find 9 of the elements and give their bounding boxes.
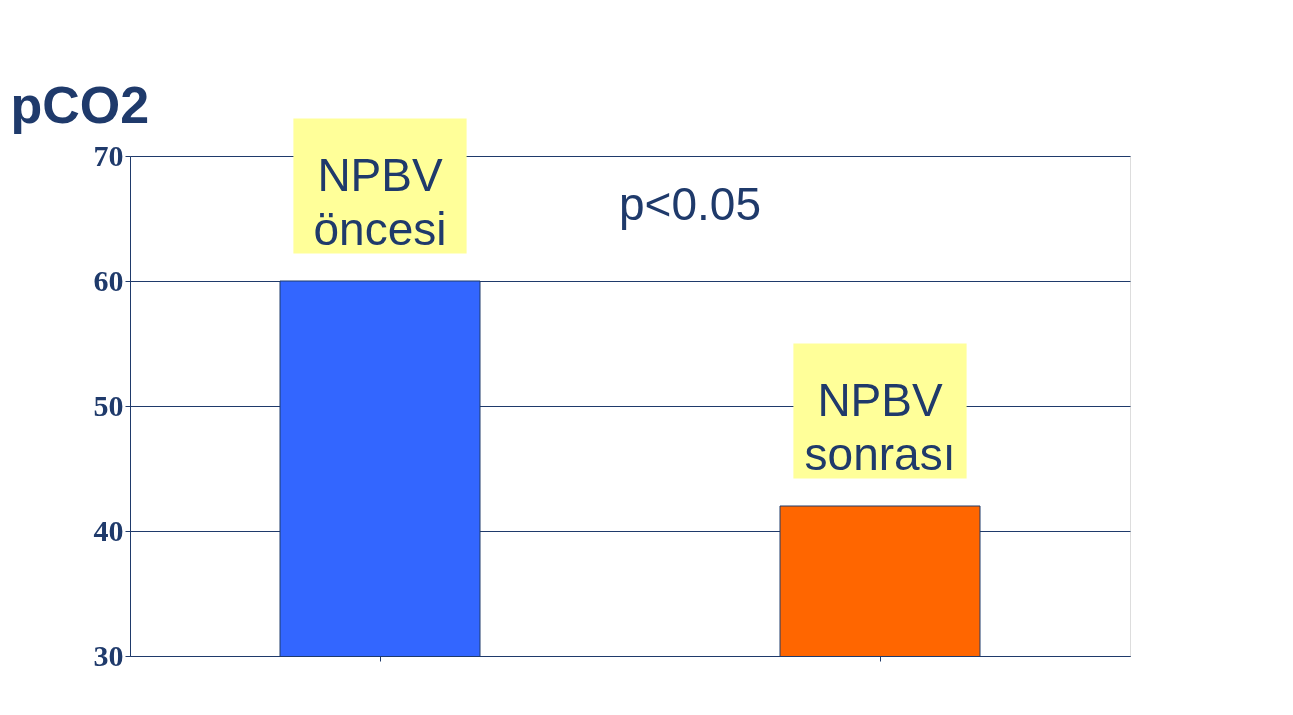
y-tick-label: 60 [93,263,124,297]
x-tick-label: NPBV öncesi [313,149,447,255]
y-axis-title: pCO2 [10,75,150,134]
annotation: p<0.05 [619,178,761,230]
y-tick-label: 50 [93,388,124,422]
y-tick-label: 30 [93,638,124,672]
x-tick-label: NPBV sonrası [804,374,956,480]
y-tick-label: 40 [93,513,124,547]
y-tick-label: 70 [93,138,124,172]
